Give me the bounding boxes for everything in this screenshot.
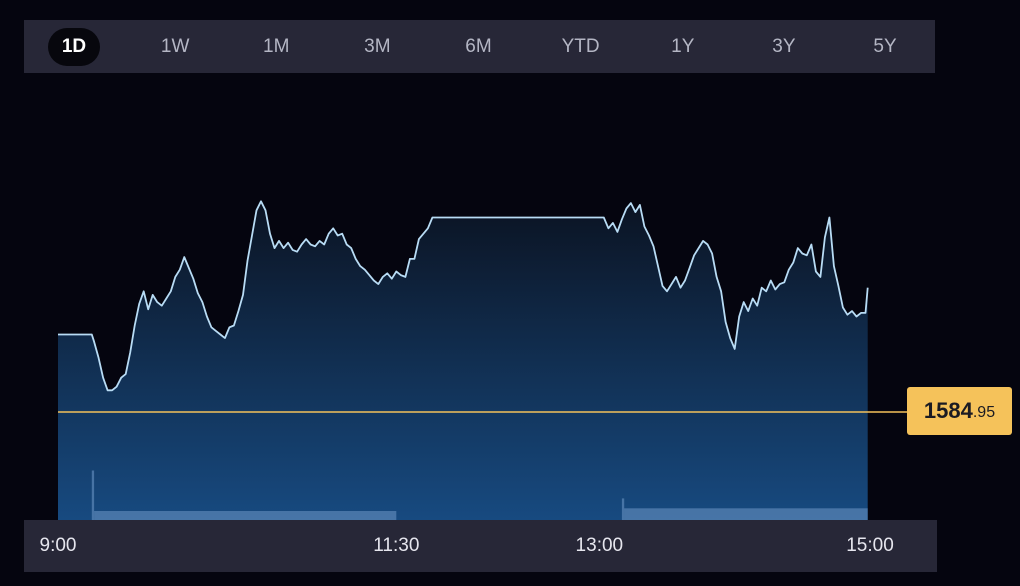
tab-1m[interactable]: 1M <box>263 35 290 57</box>
x-tick-label: 13:00 <box>575 535 624 556</box>
tab-ytd[interactable]: YTD <box>561 35 600 57</box>
volume-bar <box>91 470 95 520</box>
volume-bar <box>624 508 868 520</box>
price-area-fill <box>58 201 868 521</box>
volume-bars <box>91 470 868 520</box>
time-axis <box>24 520 937 572</box>
volume-bar <box>621 498 625 520</box>
x-tick-label: 11:30 <box>373 535 420 556</box>
tab-3y[interactable]: 3Y <box>772 35 796 57</box>
price-main: 1584 <box>923 398 973 423</box>
tab-1d[interactable]: 1D <box>48 27 100 66</box>
current-price-badge: 1584.95 <box>907 387 1012 435</box>
tab-3m[interactable]: 3M <box>364 35 391 57</box>
tab-6m[interactable]: 6M <box>465 35 492 57</box>
price-line <box>58 200 869 392</box>
price-decimals: .95 <box>972 403 996 421</box>
x-tick-label: 15:00 <box>846 535 894 556</box>
x-tick-label: 9:00 <box>39 535 77 556</box>
tab-5y[interactable]: 5Y <box>873 35 897 57</box>
time-range-selector: 1D 1W 1M 3M 6M YTD 1Y 3Y 5Y <box>24 20 935 73</box>
tab-1w[interactable]: 1W <box>160 35 190 57</box>
tab-1y[interactable]: 1Y <box>671 35 695 57</box>
volume-bar <box>94 511 397 520</box>
